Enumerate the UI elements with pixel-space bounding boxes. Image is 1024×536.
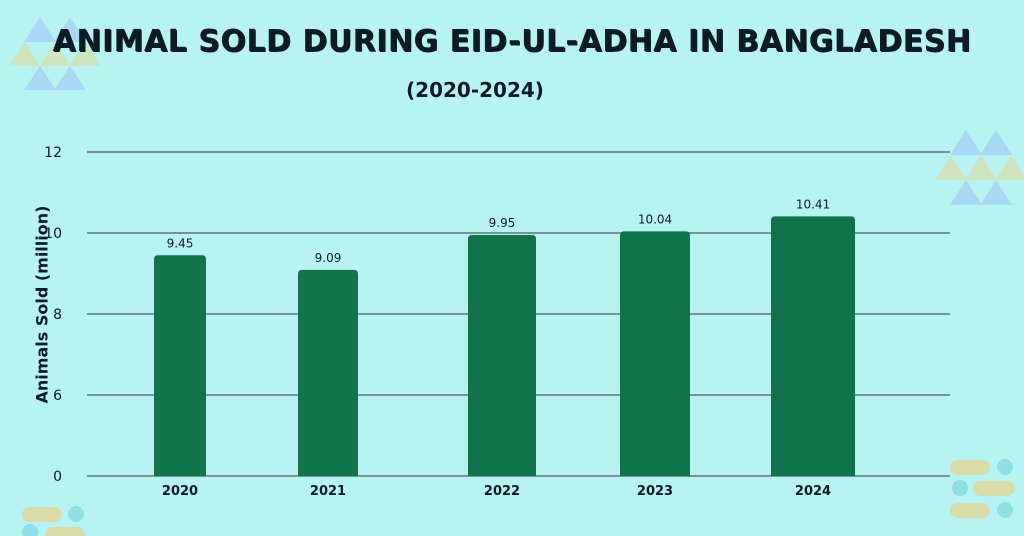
y-tick-label: 10 [44, 226, 62, 242]
y-axis-label: Animals Sold (million) [32, 205, 52, 404]
y-tick-label: 0 [53, 469, 62, 485]
decor-triangles-right [935, 130, 1024, 205]
decor-triangle [980, 180, 1012, 205]
decor-triangle [965, 155, 997, 180]
x-axis-ticks: 2020 2021 2022 2023 2024 [162, 484, 831, 499]
x-tick-label: 2021 [310, 484, 346, 499]
decor-dot [22, 524, 38, 536]
decor-pill [950, 460, 990, 475]
bar-2024 [771, 216, 855, 476]
decor-triangle [69, 42, 101, 66]
data-label: 9.45 [167, 236, 194, 250]
decor-triangle [24, 66, 56, 90]
decor-dot [68, 506, 84, 522]
y-tick-label: 6 [53, 388, 62, 404]
x-tick-label: 2022 [484, 484, 520, 499]
decor-pill [45, 527, 85, 536]
chart-title: ANIMAL SOLD DURING EID-UL-ADHA IN BANGLA… [52, 24, 972, 59]
data-label: 9.95 [489, 216, 516, 230]
chart-subtitle: (2020-2024) [406, 78, 544, 102]
decor-triangle [39, 42, 71, 66]
decor-pills-bottom-right [950, 459, 1015, 518]
x-tick-label: 2023 [637, 484, 673, 499]
x-tick-label: 2020 [162, 484, 198, 499]
decor-pills-bottom-left [22, 506, 85, 536]
y-tick-label: 12 [44, 145, 62, 161]
decor-triangle [9, 42, 41, 66]
y-tick-label: 8 [53, 307, 62, 323]
decor-triangle [54, 17, 86, 42]
decor-pill [950, 503, 990, 518]
decor-pill [22, 507, 62, 522]
bars: 9.45 9.09 9.95 10.04 10.41 [154, 197, 855, 476]
decor-triangle [54, 66, 86, 90]
decor-triangle [950, 180, 982, 205]
decor-triangle [24, 17, 56, 42]
decor-dot [952, 480, 968, 496]
bar-2021 [298, 269, 358, 476]
data-label: 10.04 [638, 212, 672, 226]
bar-2023 [620, 231, 690, 476]
decor-dot [997, 459, 1013, 475]
decor-triangle [950, 130, 982, 155]
decor-pill [973, 481, 1015, 496]
decor-dot [997, 502, 1013, 518]
bar-2022 [468, 235, 536, 476]
data-label: 9.09 [315, 251, 342, 265]
y-axis-ticks: 0 6 8 10 12 [44, 145, 62, 485]
data-label: 10.41 [796, 197, 830, 211]
decor-triangle [935, 155, 967, 180]
bar-2020 [154, 255, 206, 476]
decor-triangles-top-left [9, 17, 101, 90]
decor-triangle [995, 155, 1024, 180]
x-tick-label: 2024 [795, 484, 831, 499]
decor-triangle [980, 130, 1012, 155]
